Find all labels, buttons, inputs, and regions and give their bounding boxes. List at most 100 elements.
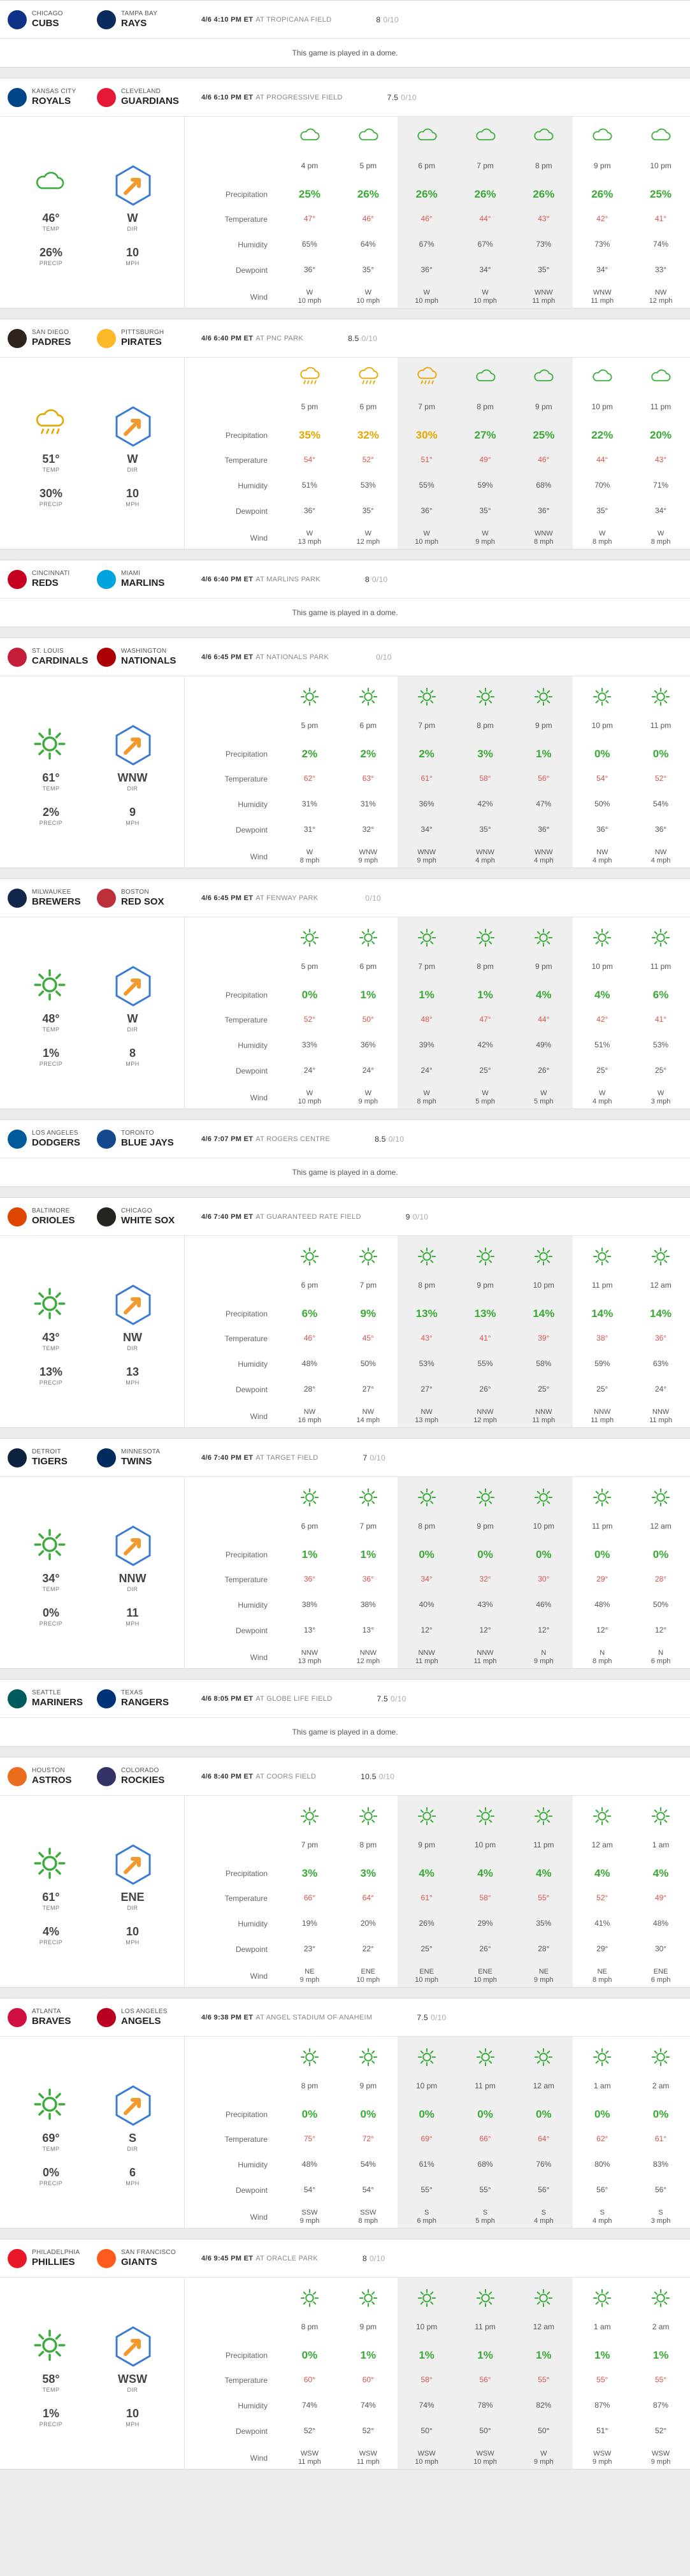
away-team[interactable]: LOS ANGELES DODGERS [8, 1129, 97, 1149]
summary-dir: W DIR [107, 212, 158, 233]
game-datetime: 4/6 6:45 PM ET [201, 894, 254, 902]
row-label: Humidity [238, 481, 268, 490]
speed-value: 13 [126, 1365, 140, 1378]
precip-label: PRECIP [39, 819, 63, 826]
rain-icon [357, 367, 380, 389]
wind-dir: WSW [593, 2450, 612, 2457]
hour-humidity: 73% [594, 240, 610, 249]
precip-label: PRECIP [39, 1939, 63, 1946]
hour-humidity: 55% [419, 481, 435, 490]
summary-panel: 58° TEMP 1% PRECIP WSW DIR 10 MPH [0, 2278, 185, 2469]
away-team[interactable]: SEATTLE MARINERS [8, 1689, 97, 1708]
away-team[interactable]: DETROIT TIGERS [8, 1448, 97, 1467]
sun-icon [300, 1247, 319, 1266]
hour-wind: NW 12 mph [631, 289, 690, 305]
hour-humidity: 71% [653, 481, 669, 490]
away-team[interactable]: KANSAS CITY ROYALS [8, 87, 97, 107]
hour-column: 8 pm 13% 43° 53% 27° NW 13 mph [397, 1236, 456, 1427]
hour-wind: WNW 9 mph [339, 848, 398, 864]
hour-wind: W 10 mph [280, 1089, 339, 1105]
hour-weather [631, 2044, 690, 2070]
home-team[interactable]: BOSTON RED SOX [97, 888, 186, 908]
home-team[interactable]: PITTSBURGH PIRATES [97, 328, 186, 348]
hour-column: 5 pm 26% 46° 64% 35° W 10 mph [339, 117, 398, 308]
hour-dewpoint: 27° [420, 1385, 433, 1394]
away-team[interactable]: HOUSTON ASTROS [8, 1766, 97, 1786]
temp-value: 69° [42, 2132, 60, 2144]
venue-name: AT COORS FIELD [255, 1772, 317, 1780]
hour-weather [280, 1485, 339, 1510]
hour-weather [339, 2044, 398, 2070]
away-team[interactable]: ATLANTA BRAVES [8, 2007, 97, 2027]
team-logo-icon [97, 328, 116, 348]
wind-dir: W [540, 1089, 547, 1097]
hour-time: 7 pm [359, 1522, 377, 1531]
hour-dewpoint: 12° [596, 1626, 608, 1634]
hour-time: 10 pm [650, 161, 672, 170]
hour-temp: 46° [420, 214, 433, 223]
wind-speed: 11 mph [415, 1657, 438, 1665]
summary-speed: 10 MPH [107, 246, 158, 267]
home-team[interactable]: CLEVELAND GUARDIANS [97, 87, 186, 107]
hour-column: 11 pm 4% 55° 35% 28° NE 9 mph [514, 1796, 573, 1987]
wind-dir: N [541, 1649, 547, 1657]
home-team[interactable]: TAMPA BAY RAYS [97, 10, 186, 29]
summary-precip: 1% PRECIP [25, 2407, 76, 2428]
away-team[interactable]: ST. LOUIS CARDINALS [8, 647, 97, 667]
hour-temp: 47° [479, 1015, 491, 1024]
hourly-panel: Precipitation Temperature Humidity Dewpoint… [185, 2278, 690, 2469]
rating-value: 8 [376, 15, 381, 24]
wind-dir: W [657, 530, 665, 537]
home-team[interactable]: COLORADO ROCKIES [97, 1766, 186, 1786]
sun-icon [300, 1488, 319, 1507]
dir-value: W [127, 453, 138, 465]
away-team[interactable]: BALTIMORE ORIOLES [8, 1207, 97, 1226]
wind-dir: NW [654, 848, 667, 856]
wind-speed: 11 mph [473, 1657, 497, 1665]
rating-scale: 0/10 [371, 574, 388, 584]
speed-label: MPH [126, 1939, 140, 1946]
game-info: 4/6 7:40 PM ET AT GUARANTEED RATE FIELD 9 0… [201, 1212, 428, 1221]
forecast-body: 61° TEMP 2% PRECIP WNW DIR 9 MPH Precipitation Te… [0, 676, 690, 868]
home-team[interactable]: MIAMI MARLINS [97, 569, 186, 589]
hour-weather [631, 684, 690, 709]
wind-speed: 8 mph [592, 1657, 612, 1665]
row-label: Wind [250, 1972, 268, 1981]
summary-temp: 61° TEMP [25, 771, 76, 792]
cloud-icon [649, 367, 672, 389]
away-team[interactable]: PHILADELPHIA PHILLIES [8, 2248, 97, 2268]
hour-temp: 56° [538, 774, 550, 783]
home-team[interactable]: MINNESOTA TWINS [97, 1448, 186, 1467]
hourly-panel: Precipitation Temperature Humidity Dewpoint… [185, 2037, 690, 2228]
hour-humidity: 68% [477, 2160, 493, 2169]
hour-weather [631, 1803, 690, 1829]
hour-time: 12 am [591, 1840, 613, 1849]
wind-speed: 9 mph [534, 1976, 554, 1984]
hour-column: 10 pm 4% 58° 29% 26° ENE 10 mph [456, 1796, 515, 1987]
away-team[interactable]: CHICAGO CUBS [8, 10, 97, 29]
forecast-body: 46° TEMP 26% PRECIP W DIR 10 MPH Precipitation Te… [0, 117, 690, 308]
game-header: MILWAUKEE BREWERS BOSTON RED SOX 4/6 6:45 PM… [0, 879, 690, 917]
away-team[interactable]: MILWAUKEE BREWERS [8, 888, 97, 908]
home-team[interactable]: WASHINGTON NATIONALS [97, 647, 186, 667]
game-header: PHILADELPHIA PHILLIES SAN FRANCISCO GIANTS 4… [0, 2239, 690, 2278]
home-team[interactable]: TEXAS RANGERS [97, 1689, 186, 1708]
rating-value: 7.5 [387, 92, 399, 102]
rating-value: 8 [362, 2253, 367, 2263]
team-logo-icon [8, 569, 27, 589]
away-team[interactable]: CINCINNATI REDS [8, 569, 97, 589]
precip-label: PRECIP [39, 2420, 63, 2427]
home-team[interactable]: CHICAGO WHITE SOX [97, 1207, 186, 1226]
team-logo-icon [8, 1766, 27, 1786]
home-team[interactable]: TORONTO BLUE JAYS [97, 1129, 186, 1149]
hour-humidity: 64% [360, 240, 376, 249]
wind-speed: 4 mph [650, 856, 671, 864]
rating-scale: 0/10 [376, 652, 392, 662]
hour-precip: 4% [652, 1867, 669, 1879]
hour-wind: NE 9 mph [514, 1968, 573, 1984]
home-team[interactable]: SAN FRANCISCO GIANTS [97, 2248, 186, 2268]
away-team[interactable]: SAN DIEGO PADRES [8, 328, 97, 348]
team-name-block: BOSTON RED SOX [121, 889, 164, 907]
home-team[interactable]: LOS ANGELES ANGELS [97, 2007, 186, 2027]
summary-speed: 10 MPH [107, 1925, 158, 1946]
